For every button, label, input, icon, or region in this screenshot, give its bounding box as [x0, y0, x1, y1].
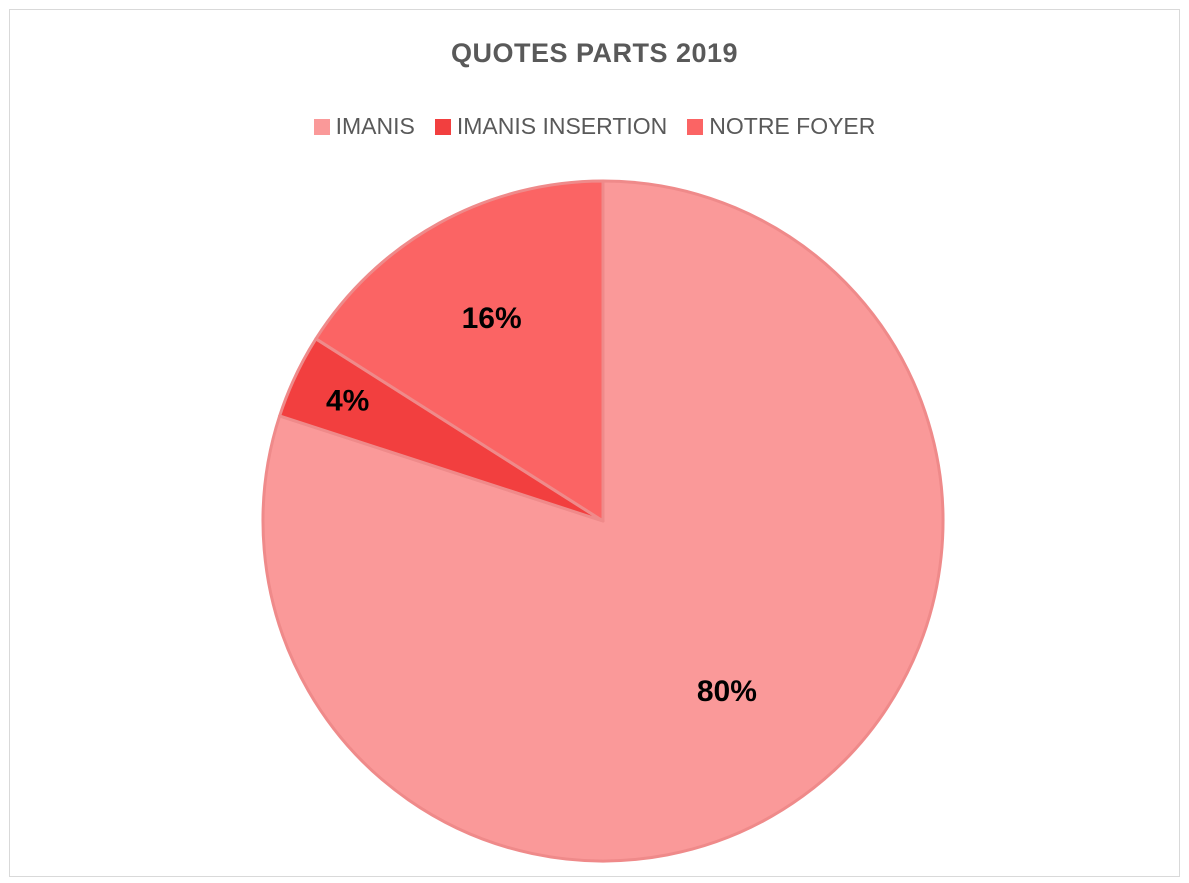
pie-slice-notre-foyer: [314, 179, 605, 523]
legend-label-notre-foyer: NOTRE FOYER: [709, 113, 876, 139]
pie-labels: 80% 4% 16%: [326, 302, 757, 708]
legend-item-imanis-insertion: IMANIS INSERTION: [434, 113, 668, 140]
legend-label-imanis-insertion: IMANIS INSERTION: [456, 113, 668, 139]
chart-title: QUOTES PARTS 2019: [450, 38, 739, 68]
legend-swatch-notre-foyer: [687, 118, 704, 135]
data-label-imanis-insertion: 4%: [326, 384, 369, 417]
legend-item-imanis: IMANIS: [313, 113, 415, 140]
chart-frame: [9, 9, 1180, 877]
chart-legend: IMANIS IMANIS INSERTION NOTRE FOYER: [0, 113, 1189, 140]
legend-label-imanis: IMANIS: [335, 113, 415, 139]
pie-slices: [261, 179, 945, 863]
data-label-imanis: 80%: [697, 675, 757, 708]
legend-swatch-imanis: [313, 118, 330, 135]
legend-item-notre-foyer: NOTRE FOYER: [687, 113, 875, 140]
legend-swatch-imanis-insertion: [434, 118, 451, 135]
data-label-notre-foyer: 16%: [462, 302, 522, 335]
